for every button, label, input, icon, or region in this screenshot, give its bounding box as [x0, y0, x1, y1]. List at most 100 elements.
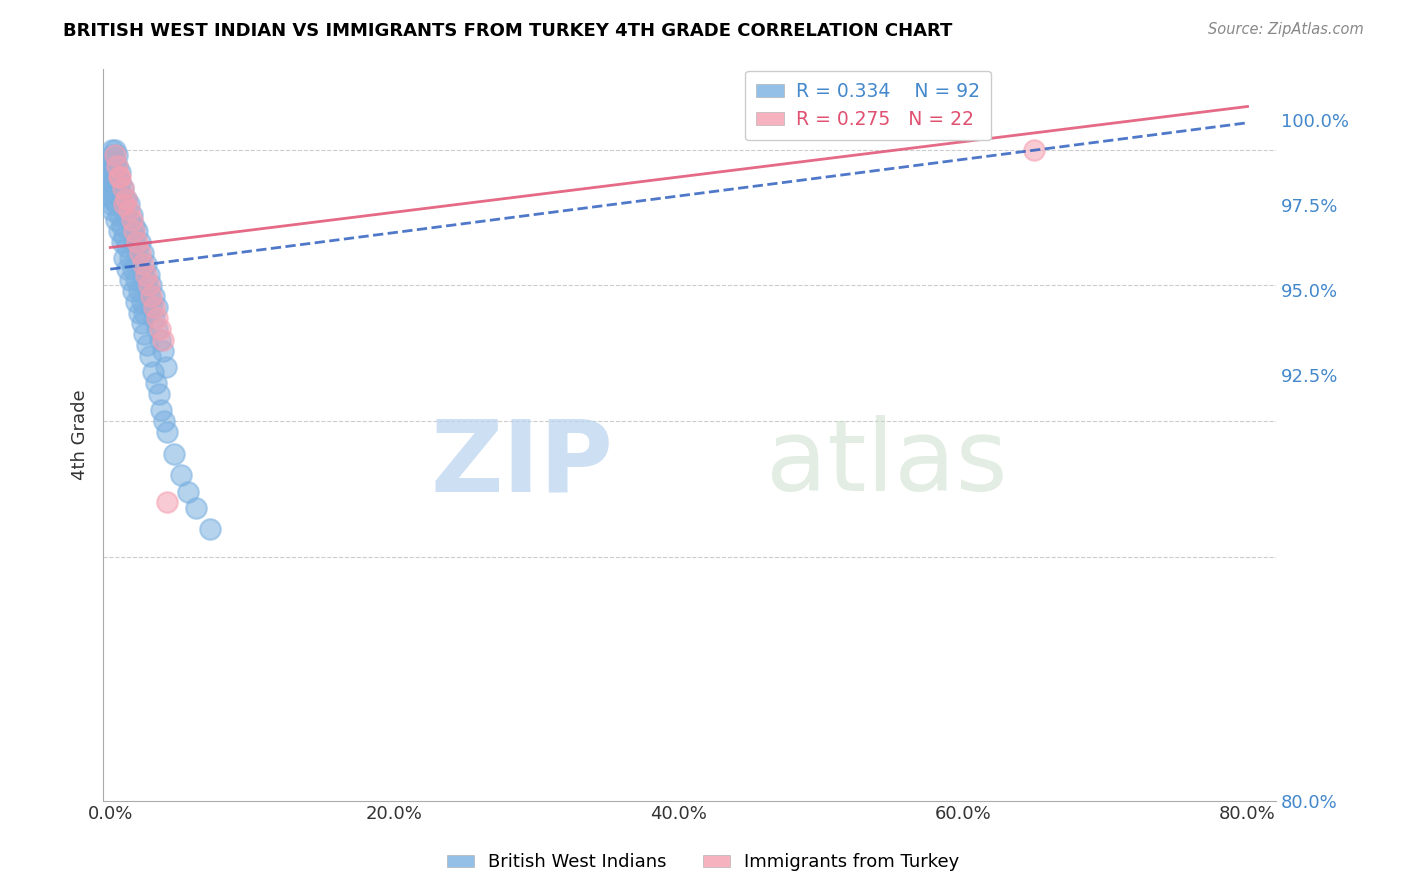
Text: BRITISH WEST INDIAN VS IMMIGRANTS FROM TURKEY 4TH GRADE CORRELATION CHART: BRITISH WEST INDIAN VS IMMIGRANTS FROM T…: [63, 22, 953, 40]
Point: [156, 495, 179, 509]
Legend: R = 0.334    N = 92, R = 0.275   N = 22: R = 0.334 N = 92, R = 0.275 N = 22: [745, 70, 991, 140]
Point: [149, 322, 172, 336]
Point: [129, 246, 152, 260]
Point: [136, 338, 159, 352]
Point: [135, 278, 157, 293]
Text: atlas: atlas: [766, 416, 1008, 512]
Point: [139, 349, 162, 363]
Point: [101, 181, 124, 195]
Point: [127, 235, 149, 249]
Point: [135, 268, 157, 282]
Point: [110, 219, 132, 233]
Point: [125, 294, 148, 309]
Point: [184, 500, 207, 515]
Point: [117, 262, 139, 277]
Point: [146, 322, 169, 336]
Point: [118, 213, 141, 227]
Point: [112, 181, 135, 195]
Point: [103, 186, 125, 201]
Point: [100, 202, 122, 217]
Point: [100, 153, 122, 168]
Point: [100, 186, 122, 201]
Point: [170, 468, 193, 483]
Point: [108, 169, 131, 184]
Point: [100, 181, 122, 195]
Point: [120, 273, 142, 287]
Point: [100, 197, 122, 211]
Point: [122, 284, 145, 298]
Point: [120, 252, 142, 266]
Point: [148, 387, 170, 401]
Point: [101, 192, 124, 206]
Point: [141, 289, 163, 303]
Point: [121, 208, 143, 222]
Point: [112, 181, 135, 195]
Legend: British West Indians, Immigrants from Turkey: British West Indians, Immigrants from Tu…: [439, 847, 967, 879]
Point: [138, 278, 160, 293]
Point: [1024, 143, 1046, 157]
Point: [100, 164, 122, 178]
Point: [108, 164, 131, 178]
Point: [143, 289, 166, 303]
Point: [141, 278, 163, 293]
Point: [131, 294, 153, 309]
Point: [138, 289, 160, 303]
Point: [152, 333, 174, 347]
Point: [100, 169, 122, 184]
Point: [101, 175, 124, 189]
Text: ZIP: ZIP: [430, 416, 613, 512]
Point: [122, 262, 145, 277]
Point: [134, 305, 156, 319]
Point: [143, 300, 166, 314]
Point: [129, 257, 152, 271]
Point: [146, 310, 169, 325]
Point: [131, 317, 153, 331]
Point: [112, 197, 135, 211]
Point: [118, 197, 141, 211]
Point: [100, 159, 122, 173]
Point: [124, 224, 146, 238]
Point: [114, 229, 136, 244]
Point: [104, 213, 127, 227]
Point: [100, 181, 122, 195]
Point: [118, 202, 141, 217]
Point: [155, 359, 177, 374]
Point: [115, 208, 138, 222]
Point: [124, 235, 146, 249]
Point: [100, 192, 122, 206]
Point: [103, 148, 125, 162]
Point: [101, 153, 124, 168]
Y-axis label: 4th Grade: 4th Grade: [72, 389, 89, 480]
Point: [127, 246, 149, 260]
Point: [110, 235, 132, 249]
Point: [105, 169, 128, 184]
Point: [177, 484, 200, 499]
Point: [163, 446, 186, 460]
Point: [128, 284, 150, 298]
Point: [138, 268, 160, 282]
Point: [127, 224, 149, 238]
Point: [125, 273, 148, 287]
Point: [114, 252, 136, 266]
Point: [103, 153, 125, 168]
Point: [134, 327, 156, 342]
Point: [117, 240, 139, 254]
Point: [101, 143, 124, 157]
Point: [128, 305, 150, 319]
Point: [132, 257, 155, 271]
Point: [132, 268, 155, 282]
Point: [149, 333, 172, 347]
Point: [121, 213, 143, 227]
Point: [107, 208, 129, 222]
Point: [156, 425, 179, 439]
Point: [100, 175, 122, 189]
Point: [145, 376, 167, 390]
Point: [150, 403, 173, 417]
Point: [101, 169, 124, 184]
Point: [152, 343, 174, 358]
Point: [142, 365, 165, 379]
Point: [100, 169, 122, 184]
Point: [104, 197, 127, 211]
Point: [105, 159, 128, 173]
Point: [141, 300, 163, 314]
